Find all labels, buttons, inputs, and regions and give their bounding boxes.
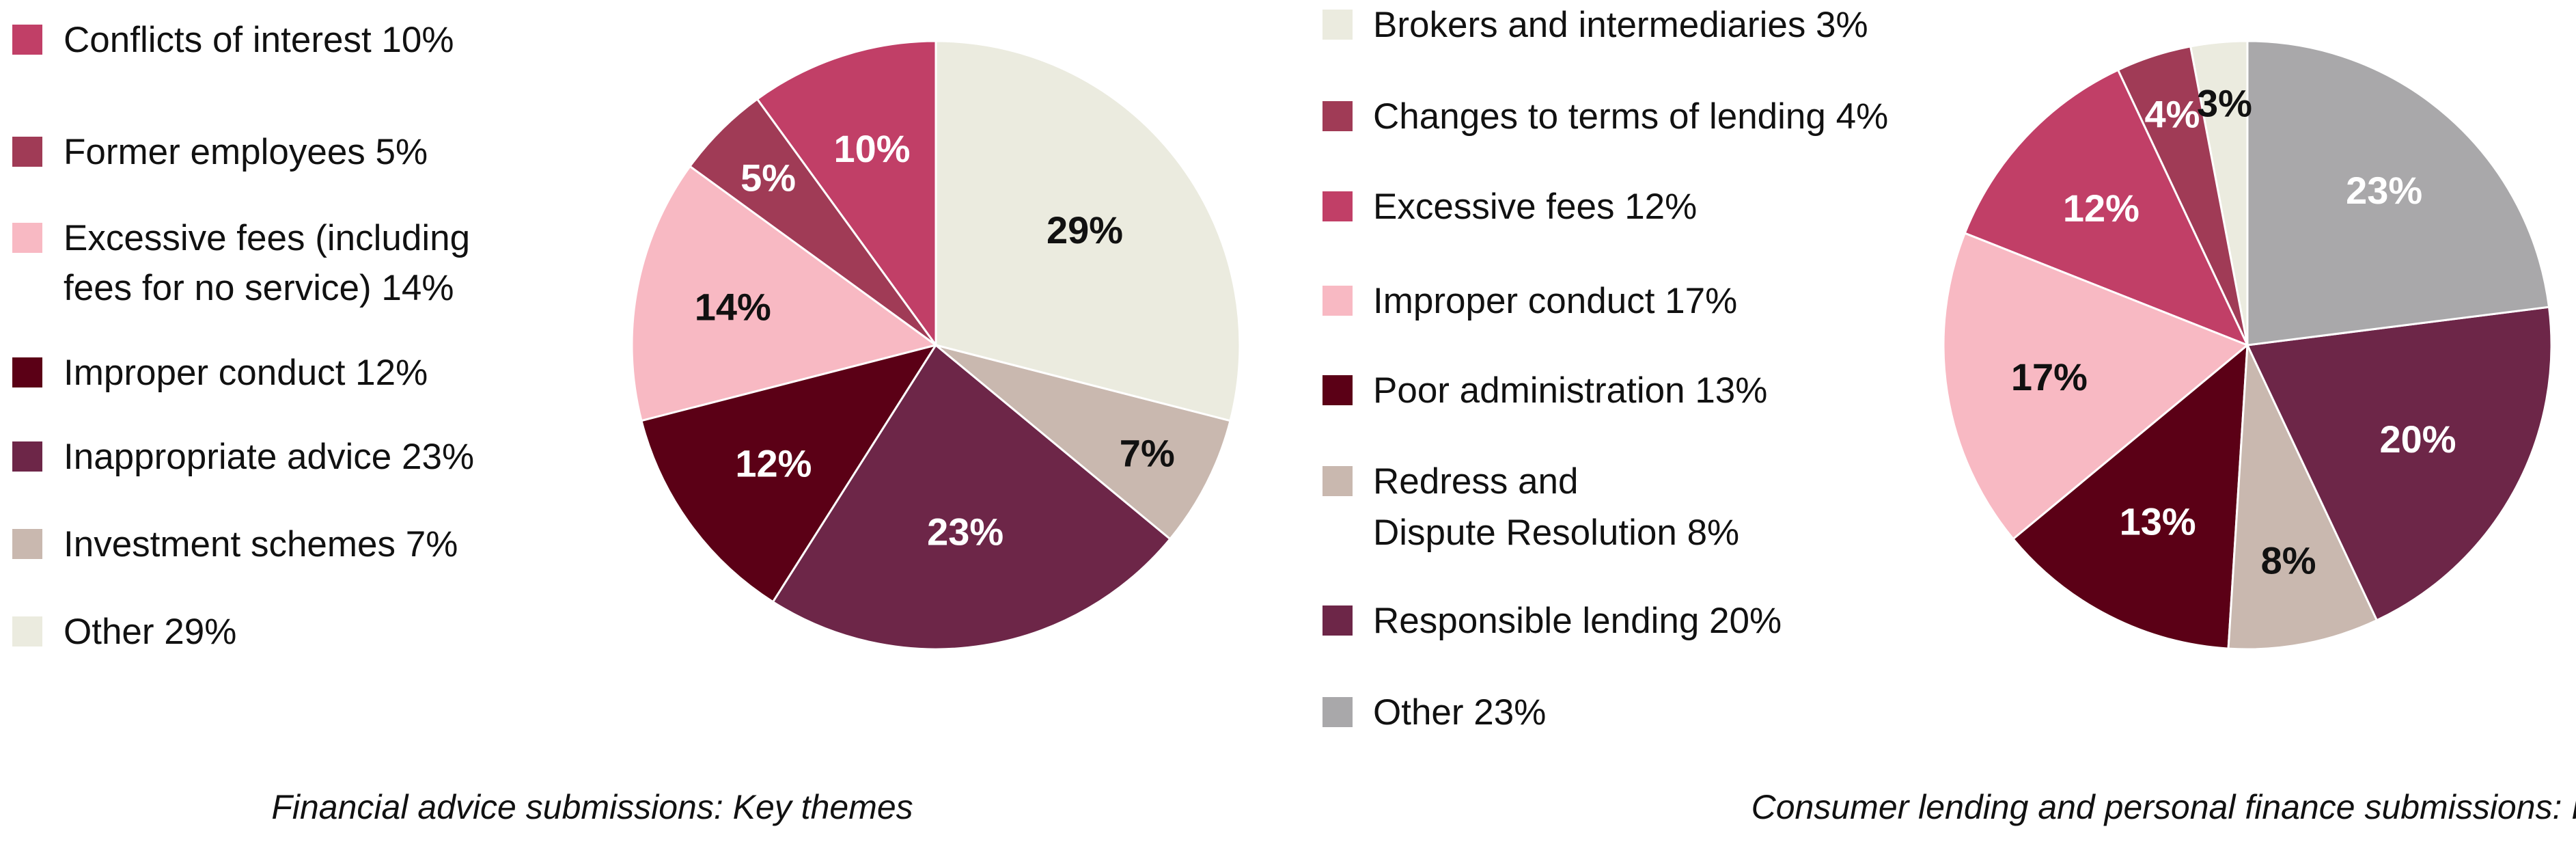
legend-label: Improper conduct 12%	[64, 353, 428, 393]
legend-item-improper-conduct-17: Improper conduct 17%	[1322, 281, 1737, 321]
legend-swatch	[12, 25, 42, 55]
slice-label: 20%	[2380, 418, 2456, 461]
pie-slice-excessive-fees-12	[1963, 68, 2249, 347]
legend-item-redress-and-dispute-resolution-8: Redress and Dispute Resolution 8%	[1322, 461, 1739, 553]
legend-label: Responsible lending 20%	[1373, 601, 1782, 641]
slice-labels: 3%4% 12% 17% 13% 8% 20% 23%	[2011, 82, 2456, 582]
pie-slice-excessive-fees-14	[631, 165, 939, 422]
legend-swatch	[1322, 191, 1353, 221]
pie-slice-investment-schemes-7	[935, 344, 1232, 541]
pie-slice-inappropriate-advice-23	[771, 343, 1172, 651]
legend-item-conflicts-of-interest-10: Conflicts of interest 10%	[12, 20, 454, 60]
legend-swatch	[1322, 605, 1353, 636]
legend-label: Excessive fees (including fees for no ser…	[64, 218, 470, 308]
legend-label: Excessive fees 12%	[1373, 187, 1697, 227]
slice-label: 29%	[1047, 208, 1123, 251]
legend-swatch	[1322, 466, 1353, 496]
slice-label: 12%	[2063, 187, 2139, 230]
legend-swatch	[1322, 375, 1353, 405]
pie	[631, 40, 1241, 651]
legend-item-poor-administration-13: Poor administration 13%	[1322, 370, 1767, 411]
pie-slice-other-29	[934, 40, 1241, 422]
legend-swatch	[1322, 101, 1353, 131]
pie-slice-other-23	[2246, 40, 2551, 346]
pie-chart-2: Brokers and intermediaries 3% Changes to …	[1322, 5, 2576, 826]
legend-swatch	[12, 357, 42, 387]
pie-slice-improper-conduct-12	[640, 343, 939, 603]
legend-item-responsible-lending-20: Responsible lending 20%	[1322, 601, 1782, 641]
slice-label: 3%	[2197, 82, 2252, 125]
legend-label: Former employees 5%	[64, 132, 428, 172]
slice-label: 7%	[1120, 432, 1175, 475]
legend-item-improper-conduct-12: Improper conduct 12%	[12, 353, 428, 393]
legend-swatch	[12, 616, 42, 646]
slice-label: 8%	[2261, 539, 2316, 582]
legend-item-changes-to-terms-of-lending-4: Changes to terms of lending 4%	[1322, 96, 1888, 137]
legend-item-excessive-fees-14: Excessive fees (including fees for no ser…	[12, 218, 470, 308]
slice-label: 12%	[735, 442, 812, 485]
slice-labels: 10% 5% 14% 12% 23% 7% 29%	[695, 127, 1175, 553]
slice-label: 10%	[833, 127, 910, 170]
slice-label: 5%	[740, 156, 796, 200]
legend-label: Redress and Dispute Resolution 8%	[1373, 461, 1739, 553]
legend-swatch	[12, 137, 42, 167]
legend-swatch	[12, 441, 42, 472]
legend-item-inappropriate-advice-23: Inappropriate advice 23%	[12, 437, 474, 477]
pie-slice-improper-conduct-17	[1942, 232, 2249, 541]
legend: Conflicts of interest 10% Former employee…	[12, 20, 474, 652]
legend-label: Inappropriate advice 23%	[64, 437, 474, 477]
pie-slice-conflicts-of-interest-10	[756, 40, 937, 349]
legend-label: Improper conduct 17%	[1373, 281, 1737, 321]
legend-label: Investment schemes 7%	[64, 524, 458, 564]
legend-label: Other 29%	[64, 612, 236, 652]
legend-item-other-29: Other 29%	[12, 612, 236, 652]
legend-swatch	[12, 223, 42, 253]
slice-label: 23%	[927, 511, 1003, 554]
legend-item-other-23: Other 23%	[1322, 692, 1546, 733]
legend-item-brokers-and-intermediaries-3: Brokers and intermediaries 3%	[1322, 5, 1868, 45]
legend-label: Other 23%	[1373, 692, 1546, 733]
chart-caption: Consumer lending and personal finance su…	[1751, 788, 2576, 826]
slice-label: 4%	[2145, 92, 2200, 135]
legend-item-excessive-fees-12: Excessive fees 12%	[1322, 187, 1697, 227]
legend-label: Brokers and intermediaries 3%	[1373, 5, 1868, 45]
legend-item-former-employees-5: Former employees 5%	[12, 132, 428, 172]
slice-label: 23%	[2346, 169, 2422, 212]
slice-label: 13%	[2120, 500, 2196, 543]
legend-label: Poor administration 13%	[1373, 370, 1767, 411]
slice-label: 14%	[695, 285, 771, 328]
legend-label: Conflicts of interest 10%	[64, 20, 454, 60]
legend-swatch	[1322, 10, 1353, 40]
pie-slice-responsible-lending-20	[2245, 305, 2553, 622]
legend-swatch	[12, 529, 42, 559]
chart-caption: Financial advice submissions: Key themes	[271, 788, 913, 826]
slice-label: 17%	[2011, 355, 2088, 398]
legend-label: Changes to terms of lending 4%	[1373, 96, 1888, 137]
legend-swatch	[1322, 286, 1353, 316]
pie	[1942, 40, 2553, 651]
pie-chart-1: Conflicts of interest 10% Former employee…	[12, 20, 1241, 826]
legend-swatch	[1322, 697, 1353, 727]
legend: Brokers and intermediaries 3% Changes to …	[1322, 5, 1888, 733]
pie-slice-redress-and-dispute-resolution-8	[2227, 344, 2379, 651]
legend-item-investment-schemes-7: Investment schemes 7%	[12, 524, 458, 564]
pie-slice-poor-administration-13	[2012, 342, 2249, 650]
